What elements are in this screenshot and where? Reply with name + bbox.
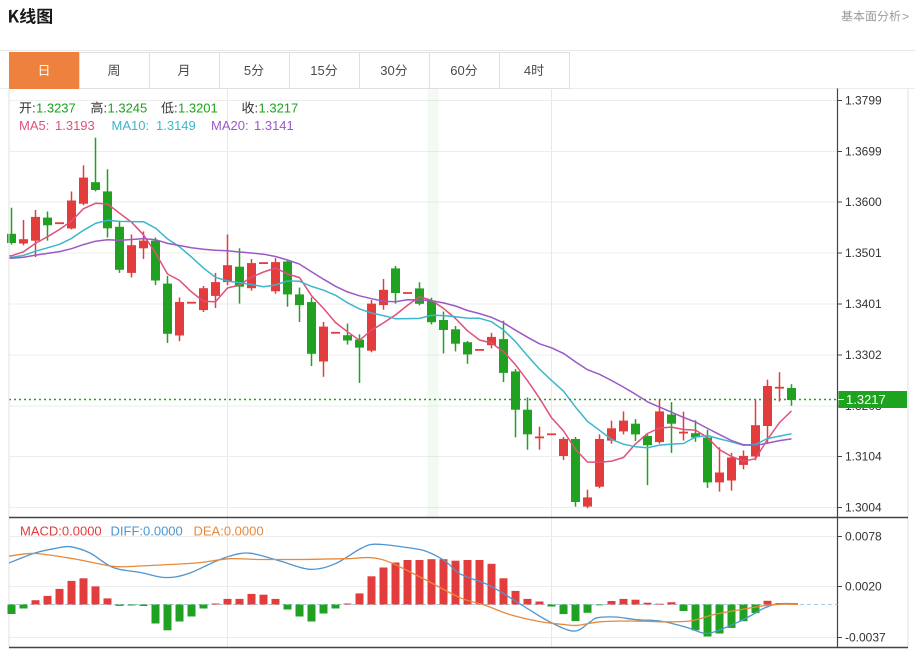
svg-text::: : xyxy=(104,101,108,116)
svg-text:60: 60 xyxy=(450,63,464,78)
svg-text:1.3600: 1.3600 xyxy=(845,195,882,209)
svg-text:MA5: 1.3193: MA5: 1.3193 xyxy=(19,118,95,133)
svg-text:1.3401: 1.3401 xyxy=(845,297,882,311)
svg-text:30: 30 xyxy=(380,63,394,78)
svg-text:4: 4 xyxy=(524,63,531,78)
svg-text:1.3699: 1.3699 xyxy=(845,145,882,159)
svg-text:-0.0037: -0.0037 xyxy=(845,631,886,645)
svg-text:DEA:0.0000: DEA:0.0000 xyxy=(194,524,264,539)
svg-text::: : xyxy=(32,101,36,116)
svg-text:1.3004: 1.3004 xyxy=(845,501,882,515)
svg-text:1.3799: 1.3799 xyxy=(845,94,882,108)
svg-text:15: 15 xyxy=(310,63,324,78)
svg-text::: : xyxy=(174,101,178,116)
svg-text:1.3217: 1.3217 xyxy=(846,392,886,407)
svg-text:0.0078: 0.0078 xyxy=(845,530,882,544)
svg-text:1.3302: 1.3302 xyxy=(845,348,882,362)
svg-text:1.3237: 1.3237 xyxy=(36,101,76,116)
svg-text:MACD:0.0000: MACD:0.0000 xyxy=(20,524,102,539)
svg-text:5: 5 xyxy=(244,63,251,78)
svg-text:DIFF:0.0000: DIFF:0.0000 xyxy=(111,524,183,539)
svg-text:>: > xyxy=(902,10,909,24)
svg-text:1.3104: 1.3104 xyxy=(845,450,882,464)
svg-text:1.3217: 1.3217 xyxy=(259,101,299,116)
svg-text:1.3201: 1.3201 xyxy=(178,101,218,116)
svg-text:0.0020: 0.0020 xyxy=(845,580,882,594)
svg-text:1.3501: 1.3501 xyxy=(845,246,882,260)
svg-text:1.3245: 1.3245 xyxy=(108,101,148,116)
svg-text::: : xyxy=(255,101,259,116)
